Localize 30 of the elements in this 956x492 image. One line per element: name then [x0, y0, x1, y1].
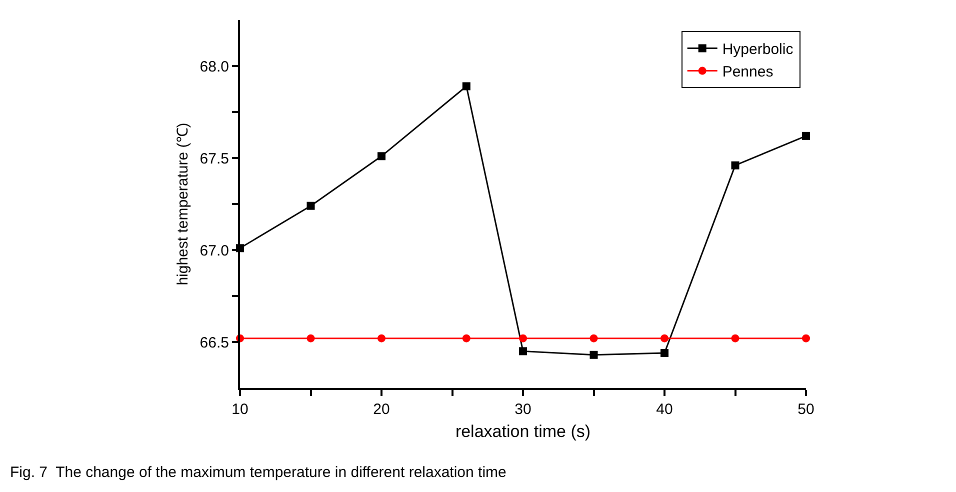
point	[378, 152, 386, 160]
point	[731, 161, 740, 170]
x-tick-label: 20	[373, 401, 390, 418]
x-axis-title: relaxation time (s)	[455, 422, 591, 441]
point	[660, 349, 668, 358]
y-axis-title: highest temperature (℃)	[174, 122, 192, 286]
point	[519, 334, 527, 342]
point	[462, 82, 470, 90]
point	[660, 334, 668, 342]
point	[306, 334, 315, 342]
y-tick-label: 67.5	[200, 150, 229, 168]
point	[590, 350, 598, 359]
point	[306, 202, 315, 210]
point	[802, 132, 810, 140]
y-tick-label: 68.0	[200, 58, 229, 76]
x-tick-label: 50	[798, 401, 814, 418]
legend-label: Hyperbolic	[722, 41, 794, 58]
y-tick-label: 67.0	[200, 242, 229, 260]
x-tick-label: 30	[514, 401, 532, 418]
x-tick-label: 40	[656, 401, 673, 418]
caption: Fig. 7 The change of the maximum temperature in different relaxation time	[10, 464, 506, 481]
legend-label: Pennes	[722, 64, 774, 81]
y-tick-label: 66.5	[200, 334, 229, 352]
point	[731, 334, 740, 342]
x-tick-label: 10	[232, 401, 248, 418]
point	[378, 334, 386, 342]
point	[590, 334, 598, 342]
point	[802, 334, 810, 342]
point	[519, 347, 527, 356]
point	[462, 334, 470, 342]
